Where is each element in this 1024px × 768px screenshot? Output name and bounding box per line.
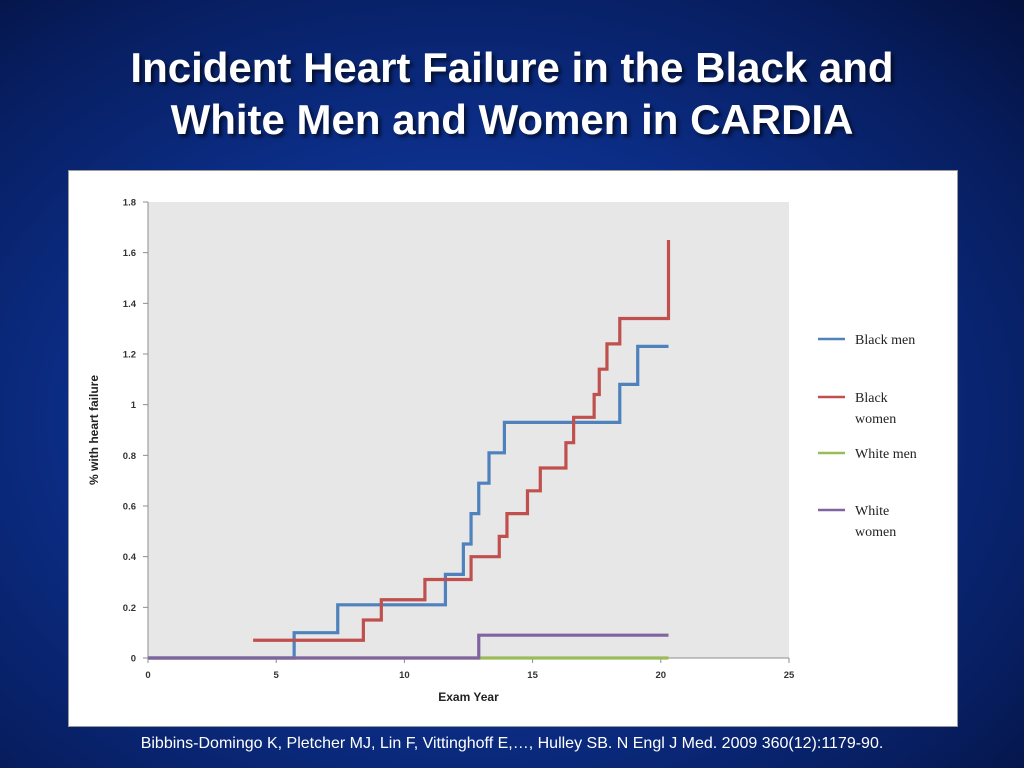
- x-tick-label: 0: [145, 670, 150, 681]
- x-tick-label: 5: [274, 670, 280, 681]
- legend-label-black-women: Black: [855, 391, 888, 406]
- x-axis-title: Exam Year: [438, 690, 499, 704]
- slide-title-line-2: White Men and Women in CARDIA: [170, 96, 854, 143]
- legend-label-white-women-line-2: women: [855, 525, 896, 540]
- y-tick-label: 0.6: [123, 502, 136, 513]
- x-tick-label: 25: [784, 670, 795, 681]
- y-tick-label: 1.4: [123, 299, 137, 310]
- slide-title: Incident Heart Failure in the Black and …: [0, 42, 1024, 146]
- x-tick-label: 15: [527, 670, 538, 681]
- legend-label-white-men: White men: [855, 447, 917, 462]
- y-tick-label: 1.8: [123, 198, 136, 209]
- plot-area: [148, 202, 789, 658]
- legend-label-white-women: White: [855, 504, 889, 519]
- x-tick-label: 20: [656, 670, 667, 681]
- x-tick-label: 10: [399, 670, 410, 681]
- series-line-black-men: [148, 344, 669, 660]
- y-tick-label: 1: [131, 400, 137, 411]
- citation: Bibbins-Domingo K, Pletcher MJ, Lin F, V…: [140, 735, 884, 752]
- legend-label-black-men: Black men: [855, 333, 915, 348]
- y-tick-label: 1.6: [123, 248, 136, 259]
- y-tick-label: 0.2: [123, 603, 136, 614]
- y-tick-label: 0.8: [123, 451, 136, 462]
- y-tick-label: 0: [131, 654, 136, 665]
- series-line-white-women: [148, 633, 669, 660]
- legend-label-black-women-line-2: women: [855, 412, 896, 427]
- slide-title-line-1: Incident Heart Failure in the Black and: [130, 44, 894, 91]
- series-line-black-women: [253, 240, 671, 642]
- y-axis-title: % with heart failure: [87, 375, 101, 485]
- y-tick-label: 1.2: [123, 350, 136, 361]
- y-tick-label: 0.4: [123, 552, 137, 563]
- heart-failure-chart: 0 0.2 0.4 0.6 0.8 1 1.2 1.4 1.6 1.8 0 5 10 15 20 25 Exam…: [87, 198, 917, 705]
- chart-panel: 0 0.2 0.4 0.6 0.8 1 1.2 1.4 1.6 1.8 0 5 10 15 20 25 Exam…: [68, 170, 958, 727]
